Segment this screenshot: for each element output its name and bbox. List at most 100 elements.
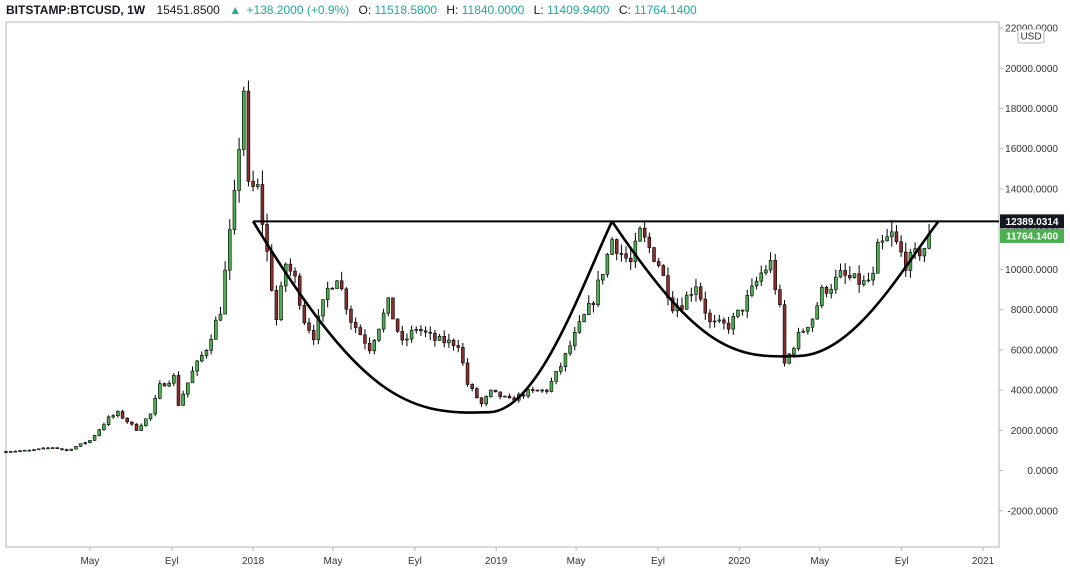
currency-label: USD — [1020, 32, 1041, 43]
candle-body — [13, 450, 18, 453]
candle — [605, 252, 610, 278]
candle-body — [712, 320, 717, 323]
candle — [88, 440, 92, 444]
candle-body — [792, 348, 796, 355]
candle — [638, 226, 642, 242]
candle-body — [162, 383, 167, 387]
candle-body — [568, 345, 572, 354]
candle-body — [176, 375, 181, 406]
candle — [260, 170, 265, 237]
candle — [899, 235, 903, 257]
candle-body — [293, 270, 297, 277]
candle — [559, 362, 563, 375]
candle — [624, 246, 628, 263]
candle — [545, 389, 549, 394]
candle-body — [381, 312, 386, 330]
candle-body — [470, 384, 474, 389]
candle-body — [848, 275, 852, 278]
candle — [596, 270, 600, 307]
candle-body — [316, 315, 321, 341]
candle — [232, 179, 237, 235]
candle — [409, 325, 414, 343]
candle — [736, 309, 740, 319]
candle — [158, 380, 162, 400]
candle-body — [46, 447, 50, 450]
candle-body — [764, 269, 768, 274]
candle-body — [610, 239, 614, 255]
candle-body — [83, 442, 87, 445]
last-price: 15451.8500 — [156, 3, 220, 17]
currency-box[interactable]: USD — [1017, 28, 1045, 44]
candle — [274, 285, 279, 326]
candle — [587, 295, 591, 316]
candle — [367, 337, 372, 354]
candle — [652, 246, 656, 263]
candle-body — [600, 274, 605, 281]
candle — [209, 334, 213, 355]
candle — [787, 353, 791, 365]
candle-body — [102, 424, 106, 431]
candle — [857, 265, 861, 293]
candle-body — [605, 254, 610, 275]
time-tick-label: 2021 — [972, 556, 995, 567]
candle — [279, 281, 283, 322]
time-tick-label: Eyl — [895, 556, 909, 567]
price-tick-label: 18000.0000 — [1005, 104, 1058, 115]
candle — [218, 306, 223, 322]
candle — [27, 449, 32, 452]
candle-body — [269, 251, 274, 291]
candle — [256, 178, 260, 190]
candle — [806, 326, 810, 335]
price-tick-label: 10000.0000 — [1005, 265, 1058, 276]
candle — [325, 281, 330, 308]
candle-body — [246, 90, 251, 182]
symbol-label: BITSTAMP:BTCUSD, 1W — [6, 3, 146, 17]
candle-body — [642, 227, 647, 238]
last-close-price-label: 11764.1400 — [1006, 231, 1059, 242]
time-tick-label: May — [80, 556, 99, 567]
candle-body — [456, 345, 460, 348]
candle-body — [321, 299, 325, 317]
candle — [484, 395, 488, 407]
candle-body — [796, 331, 801, 349]
candle-body — [330, 287, 335, 290]
candle — [754, 276, 759, 290]
candle — [442, 330, 446, 348]
candle — [708, 309, 712, 329]
candle-body — [130, 421, 134, 425]
candle — [414, 326, 418, 334]
candle-body — [92, 435, 97, 441]
candle — [186, 382, 190, 398]
candle-body — [614, 239, 619, 254]
candle-body — [810, 318, 815, 328]
candle — [125, 417, 129, 424]
candle-body — [195, 360, 199, 372]
time-axis[interactable]: May Eyl 2018 May Eyl 2019 May Eyl 2020 May Eyl 2021 — [80, 547, 995, 567]
price-tick-label: 0.0000 — [1027, 466, 1058, 477]
candle-body — [78, 443, 83, 447]
candle-body — [740, 309, 745, 312]
candle — [242, 86, 246, 156]
candle-body — [377, 328, 381, 341]
candle-body — [759, 272, 763, 282]
candle-body — [885, 236, 889, 242]
candle — [876, 238, 880, 274]
candle-body — [559, 366, 563, 372]
time-tick-label: 2020 — [728, 556, 751, 567]
candle-body — [684, 294, 689, 310]
candle-body — [409, 329, 414, 340]
candle-body — [656, 261, 661, 266]
candle — [479, 396, 484, 407]
candle — [148, 413, 153, 422]
candle-body — [652, 247, 656, 262]
candle — [302, 299, 307, 325]
candle-body — [773, 260, 777, 290]
candle — [144, 418, 148, 427]
candle-body — [372, 340, 377, 352]
candle — [493, 389, 498, 393]
candle — [8, 450, 13, 453]
candle-body — [88, 440, 92, 444]
candle — [311, 324, 316, 346]
candle-body — [148, 413, 153, 420]
candle — [628, 247, 633, 270]
